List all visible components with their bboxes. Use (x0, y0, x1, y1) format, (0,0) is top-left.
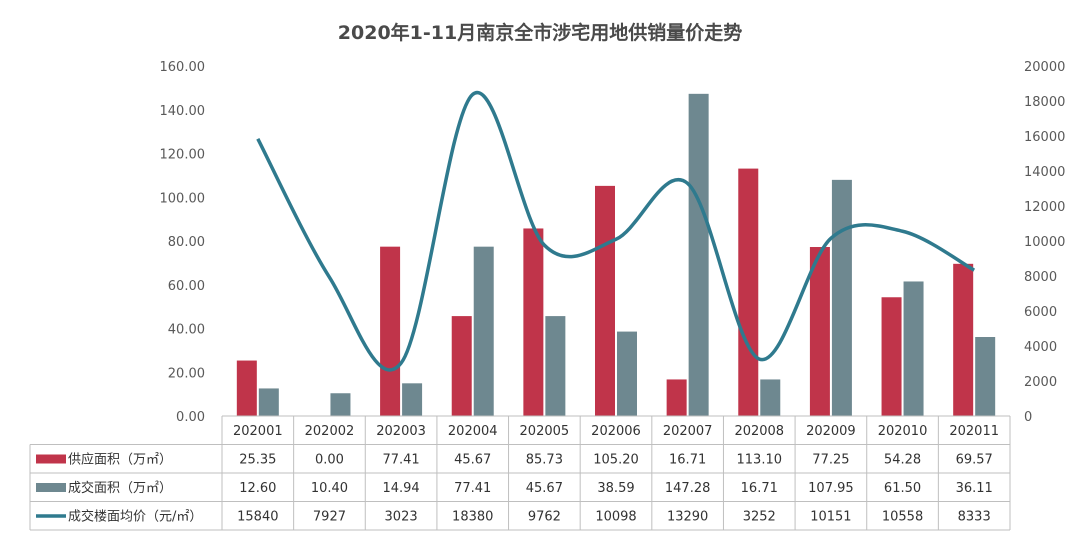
bar-supply (595, 185, 615, 416)
bar-deal (330, 393, 351, 416)
category-label: 202005 (520, 424, 570, 439)
data-label: 10151 (810, 510, 851, 525)
category-label: 202010 (878, 424, 928, 439)
bar-supply (380, 246, 401, 416)
bar-supply (809, 247, 830, 416)
chart-title: 2020年1-11月南京全市涉宅用地供销量价走势 (338, 21, 742, 44)
bars (236, 93, 996, 416)
right-tick-label: 18000 (1024, 95, 1065, 110)
bar-supply (236, 360, 257, 416)
left-tick-label: 40.00 (168, 323, 205, 338)
data-label: 15840 (237, 510, 278, 525)
category-label: 202008 (734, 424, 784, 439)
category-label: 202009 (806, 424, 856, 439)
left-tick-label: 60.00 (168, 279, 205, 294)
category-label: 202011 (949, 424, 999, 439)
bar-deal (975, 337, 996, 416)
bar-deal (831, 179, 852, 416)
legend-swatch (36, 454, 66, 464)
data-label: 16.71 (741, 481, 778, 496)
data-label: 0.00 (315, 453, 344, 468)
data-label: 107.95 (808, 481, 854, 496)
data-label: 69.57 (956, 453, 993, 468)
data-label: 25.35 (239, 453, 276, 468)
price-line (256, 90, 976, 372)
right-tick-label: 10000 (1024, 235, 1065, 250)
category-label: 202004 (448, 424, 498, 439)
left-tick-label: 160.00 (160, 60, 206, 75)
bar-supply (451, 316, 472, 416)
data-label: 18380 (452, 510, 493, 525)
data-label: 105.20 (593, 453, 639, 468)
left-tick-label: 0.00 (176, 410, 205, 425)
right-tick-label: 4000 (1024, 340, 1057, 355)
series-name: 供应面积（万㎡） (68, 452, 172, 468)
bar-deal (258, 388, 279, 416)
left-tick-label: 120.00 (160, 148, 206, 163)
bar-deal (617, 331, 637, 416)
category-label: 202006 (591, 424, 641, 439)
category-label: 202002 (305, 424, 355, 439)
data-label: 36.11 (956, 481, 993, 496)
data-label: 77.41 (454, 481, 491, 496)
data-label: 10098 (595, 510, 636, 525)
left-tick-label: 140.00 (160, 104, 206, 119)
data-label: 45.67 (454, 453, 491, 468)
data-label: 54.28 (884, 453, 921, 468)
data-label: 61.50 (884, 481, 921, 496)
legend-swatch (36, 483, 66, 492)
left-tick-label: 100.00 (160, 191, 206, 206)
bar-deal (760, 379, 781, 416)
bar-deal (545, 316, 566, 416)
right-tick-label: 12000 (1024, 200, 1065, 215)
series-name: 成交面积（万㎡） (68, 480, 172, 496)
data-label: 8333 (958, 510, 991, 525)
category-label: 202001 (233, 424, 283, 439)
right-tick-label: 6000 (1024, 305, 1057, 320)
right-tick-label: 2000 (1024, 375, 1057, 390)
category-label: 202007 (663, 424, 713, 439)
right-tick-label: 20000 (1024, 60, 1065, 75)
bar-supply (738, 168, 759, 416)
data-label: 113.10 (737, 453, 783, 468)
data-label: 3252 (743, 510, 776, 525)
right-tick-label: 8000 (1024, 270, 1057, 285)
data-label: 16.71 (669, 453, 706, 468)
bar-deal (903, 281, 924, 416)
data-label: 3023 (385, 510, 418, 525)
right-tick-label: 14000 (1024, 165, 1065, 180)
category-label: 202003 (376, 424, 426, 439)
left-tick-label: 80.00 (168, 235, 205, 250)
bar-deal (402, 383, 423, 416)
data-label: 10558 (882, 510, 923, 525)
bar-deal (688, 93, 709, 416)
data-label: 7927 (313, 510, 346, 525)
data-label: 45.67 (526, 481, 563, 496)
data-label: 14.94 (382, 481, 419, 496)
data-label: 12.60 (239, 481, 276, 496)
bar-supply (666, 379, 687, 416)
right-tick-label: 0 (1024, 410, 1032, 425)
bar-deal (473, 246, 494, 416)
right-tick-label: 16000 (1024, 130, 1065, 145)
price-line-path (256, 90, 976, 372)
left-tick-label: 20.00 (168, 366, 205, 381)
data-label: 9762 (528, 510, 561, 525)
data-label: 38.59 (597, 481, 634, 496)
bar-supply (523, 228, 544, 416)
data-label: 77.41 (382, 453, 419, 468)
left-axis: 0.00 20.00 40.00 60.00 80.00 100.00 120.00 140.… (160, 60, 206, 425)
data-label: 13290 (667, 510, 708, 525)
data-label: 10.40 (311, 481, 348, 496)
data-table: 202001 202002 202003 202004 202005 202006 2020… (29, 415, 1011, 531)
bar-supply (881, 297, 902, 416)
bar-supply (953, 263, 974, 416)
series-name: 成交楼面均价（元/㎡） (68, 509, 202, 525)
data-label: 77.25 (812, 453, 849, 468)
data-label: 85.73 (526, 453, 563, 468)
right-axis: 0 2000 4000 6000 8000 10000 12000 14000 16000 180… (1024, 60, 1065, 425)
data-label: 147.28 (665, 481, 711, 496)
